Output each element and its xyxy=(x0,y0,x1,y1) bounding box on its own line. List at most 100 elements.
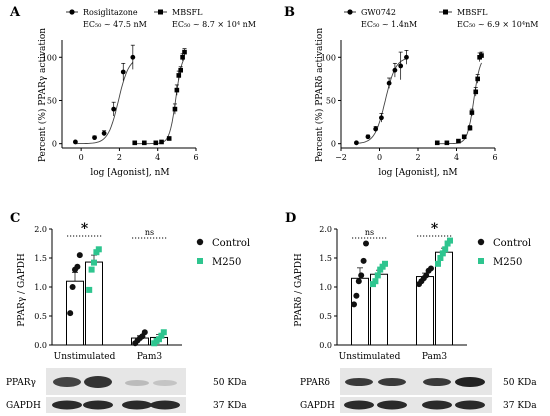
blot-c-label-gapdh: GAPDH xyxy=(6,401,41,411)
panel-d-significance-label: ns xyxy=(365,228,374,237)
panel-a-ytick-label: 50 xyxy=(47,96,57,105)
panel-a-point xyxy=(101,130,107,136)
legend-marker-m250-c xyxy=(197,258,203,264)
panel-b-xtick-label: 2 xyxy=(415,153,420,162)
panel-c-significance-label: * xyxy=(81,221,89,237)
panel-a-xtick-label: 4 xyxy=(155,153,160,162)
blot-c-size-target: 50 KDa xyxy=(213,378,247,388)
panel-b-point xyxy=(467,125,473,131)
panel-c-data-point xyxy=(67,310,74,317)
panel-c-data-point xyxy=(69,284,76,290)
blot-d-band xyxy=(422,400,452,410)
panel-b-ytick-label: 100 xyxy=(321,53,336,62)
panel-b-point xyxy=(354,140,359,146)
panel-b-legend: GW0742 EC₅₀ ~ 1.4nM MBSFL EC₅₀ ~ 6.9 × 1… xyxy=(344,8,538,29)
legend-gw0742: GW0742 xyxy=(361,8,396,17)
panel-d-plot: 0.0 0.5 1.0 1.5 2.0 Unstimulated ns Pam3 * xyxy=(319,221,467,362)
legend-rosiglitazone-ec50: EC₅₀ ~ 47.5 nM xyxy=(83,20,147,29)
panel-b-point xyxy=(392,67,398,73)
panel-b-xtick-label: 4 xyxy=(454,153,459,162)
blot-d-label-gapdh: GAPDH xyxy=(300,401,335,411)
panel-b-plot: 0 50 100 −2 0 2 4 6 xyxy=(321,40,498,162)
legend-marker-control-c xyxy=(196,238,204,246)
blot-d-label-target: PPARδ xyxy=(300,378,330,388)
panel-a-fit-curve-0 xyxy=(75,62,134,145)
panel-c-bar xyxy=(85,261,103,346)
panel-a-point xyxy=(132,140,138,146)
panel-d-data-point xyxy=(360,257,367,264)
panel-d-data-point xyxy=(428,265,434,272)
panel-a-xtick-label: 6 xyxy=(193,153,198,162)
panel-a-point xyxy=(176,73,182,78)
panel-c-ytick-label: 2.0 xyxy=(34,225,47,234)
panel-a-xlabel: log [Agonist], nM xyxy=(90,168,169,178)
legend-mbsfl: MBSFL xyxy=(172,8,203,17)
panel-c-ylabel: PPARγ / GAPDH xyxy=(17,253,27,327)
panel-c-data-point xyxy=(88,266,95,273)
panel-b-point xyxy=(398,63,404,69)
blot-c-band xyxy=(84,376,112,388)
panel-b-point xyxy=(386,80,392,86)
blot-d-band xyxy=(423,378,451,386)
panel-c-plot: 0.0 0.5 1.0 1.5 2.0 Unstimulated * Pam3 ns xyxy=(34,221,182,362)
panel-c-data-point xyxy=(95,246,102,253)
legend-gw0742-ec50: EC₅₀ ~ 1.4nM xyxy=(361,20,417,29)
panel-b-ylabel: Percent (%) PPARδ activation xyxy=(314,28,325,162)
panel-d-data-point xyxy=(353,292,360,299)
panel-b-xlabel: log [Agonist], nM xyxy=(378,168,457,178)
legend-mbsfl-b: MBSFL xyxy=(457,8,488,17)
panel-d-data-point xyxy=(437,255,444,261)
blot-d-band xyxy=(377,400,407,410)
panel-d-label: D xyxy=(285,211,296,226)
panel-d-legend: Control M250 xyxy=(477,238,531,268)
blot-c-band xyxy=(83,400,113,410)
panel-a-xtick-label: 2 xyxy=(117,153,122,162)
panel-b: B GW0742 EC₅₀ ~ 1.4nM MBSFL EC₅₀ ~ 6.9 ×… xyxy=(284,5,538,178)
panel-a-plot: 0 50 100 0 2 4 6 xyxy=(42,40,199,162)
blot-c-size-gapdh: 37 KDa xyxy=(213,401,247,411)
legend-marker-m250-d xyxy=(478,258,484,264)
panel-a-point xyxy=(92,135,97,141)
blot-d-band xyxy=(345,378,373,386)
blot-c-band xyxy=(153,380,177,386)
panel-b-point xyxy=(365,134,371,140)
panel-b-point xyxy=(373,126,379,132)
panel-a-label: A xyxy=(9,5,21,20)
panel-d: D PPARδ / GAPDH 0.0 0.5 1.0 1.5 2.0 Unstimula… xyxy=(285,211,537,413)
panel-d-data-point xyxy=(435,260,441,267)
panel-b-point xyxy=(461,134,467,140)
panel-a-point xyxy=(178,67,183,73)
panel-d-bar xyxy=(351,277,369,346)
panel-d-ytick-label: 2.0 xyxy=(319,225,332,234)
panel-b-point xyxy=(434,140,440,146)
blot-c-band xyxy=(122,400,152,410)
blot-c-band xyxy=(53,377,81,387)
panel-a-point xyxy=(182,49,187,55)
panel-c-data-point xyxy=(160,329,167,336)
panel-d-category-label: Unstimulated xyxy=(339,352,401,362)
panel-c-data-point xyxy=(91,259,97,266)
panel-a-legend: Rosiglitazone EC₅₀ ~ 47.5 nM MBSFL EC₅₀ … xyxy=(66,8,256,29)
panel-c-ytick-label: 0.5 xyxy=(34,312,47,321)
panel-d-blot: PPARδ GAPDH 50 KDa 37 KDa xyxy=(300,368,537,413)
blot-c-band xyxy=(150,400,180,410)
panel-c: C PPARγ / GAPDH 0.0 0.5 1.0 1.5 2.0 Unstimula… xyxy=(6,211,250,413)
panel-b-fit-curve-1 xyxy=(437,62,482,145)
panel-c-data-point xyxy=(86,286,93,293)
legend-mbsfl-ec50: EC₅₀ ~ 8.7 × 10⁴ nM xyxy=(172,20,256,29)
panel-b-point xyxy=(404,54,409,60)
blot-d-band xyxy=(344,400,374,410)
panel-b-point xyxy=(479,53,484,58)
panel-a-point xyxy=(142,140,147,146)
panel-c-data-point xyxy=(141,329,148,336)
panel-d-data-point xyxy=(351,301,357,308)
blot-d-band xyxy=(455,400,485,410)
panel-d-data-point xyxy=(358,272,365,279)
panel-d-data-point xyxy=(423,272,430,279)
panel-d-data-point xyxy=(442,246,449,253)
panel-b-xtick-label: −2 xyxy=(335,153,347,162)
blot-d-size-target: 50 KDa xyxy=(503,378,537,388)
blot-d-gapdh-strip xyxy=(340,397,492,413)
legend-control-c: Control xyxy=(212,238,250,249)
